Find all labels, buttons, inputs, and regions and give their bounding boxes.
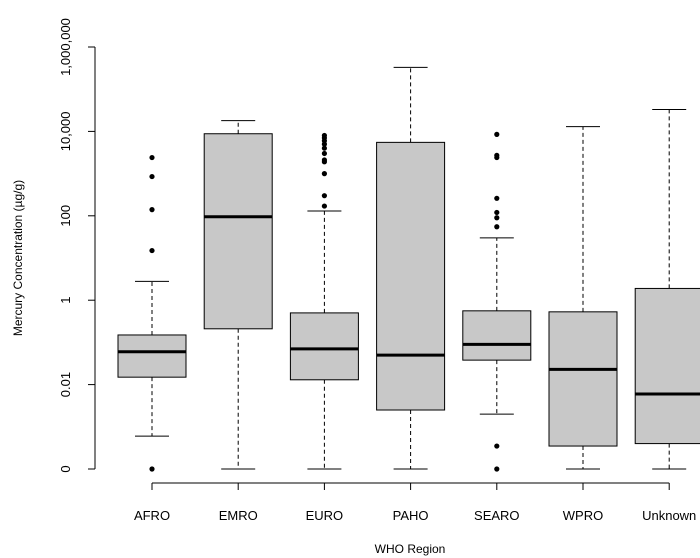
outlier-point bbox=[494, 443, 500, 449]
outlier-point bbox=[149, 207, 155, 213]
outlier-point bbox=[149, 173, 155, 180]
plot-area bbox=[117, 66, 700, 472]
x-tick-label: WPRO bbox=[563, 508, 603, 523]
iqr-box bbox=[548, 311, 618, 447]
y-tick-label: 0.01 bbox=[58, 372, 73, 397]
outlier-point bbox=[494, 215, 500, 221]
outlier-point bbox=[321, 132, 327, 139]
iqr-box bbox=[203, 133, 273, 330]
iqr-box bbox=[376, 141, 446, 411]
box-paho bbox=[376, 66, 446, 470]
iqr-box bbox=[117, 334, 187, 378]
outlier-point bbox=[149, 466, 155, 472]
outlier-point bbox=[321, 145, 327, 151]
x-tick-label: AFRO bbox=[134, 508, 170, 523]
axes: 0 0.01 1 100 10,000 1,000,000 AFRO EMRO EURO PAHO… bbox=[58, 18, 696, 523]
outlier-point bbox=[321, 193, 327, 199]
outlier-point bbox=[494, 195, 500, 201]
outlier-point bbox=[494, 224, 500, 230]
outlier-point bbox=[494, 152, 500, 158]
outlier-point bbox=[494, 209, 500, 216]
x-tick-label: PAHO bbox=[393, 508, 429, 523]
box-searo bbox=[462, 131, 532, 472]
y-tick-label: 100 bbox=[58, 205, 73, 227]
y-tick-label: 1,000,000 bbox=[58, 18, 73, 76]
outlier-point bbox=[494, 131, 500, 137]
x-tick-label: Unknown bbox=[642, 508, 696, 523]
outlier-point bbox=[149, 154, 155, 161]
box-unknown bbox=[634, 109, 700, 470]
iqr-box bbox=[462, 310, 532, 361]
x-tick-label: EURO bbox=[306, 508, 344, 523]
box-euro bbox=[289, 132, 359, 470]
box-emro bbox=[203, 120, 273, 470]
y-tick-label: 10,000 bbox=[58, 112, 73, 152]
iqr-box bbox=[634, 287, 700, 445]
x-tick-label: EMRO bbox=[219, 508, 258, 523]
y-tick-label: 0 bbox=[58, 465, 73, 472]
box-afro bbox=[117, 154, 187, 472]
outlier-point bbox=[321, 150, 327, 157]
y-axis-title: Mercury Concentration (µg/g) bbox=[11, 180, 25, 336]
iqr-box bbox=[289, 312, 359, 381]
outlier-point bbox=[494, 466, 500, 472]
outlier-point bbox=[321, 157, 327, 163]
x-axis-title: WHO Region bbox=[375, 542, 446, 556]
box-wpro bbox=[548, 126, 618, 470]
y-tick-label: 1 bbox=[58, 297, 73, 304]
outlier-point bbox=[321, 203, 327, 209]
x-tick-label: SEARO bbox=[474, 508, 520, 523]
outlier-point bbox=[149, 247, 155, 254]
outlier-point bbox=[321, 171, 327, 177]
